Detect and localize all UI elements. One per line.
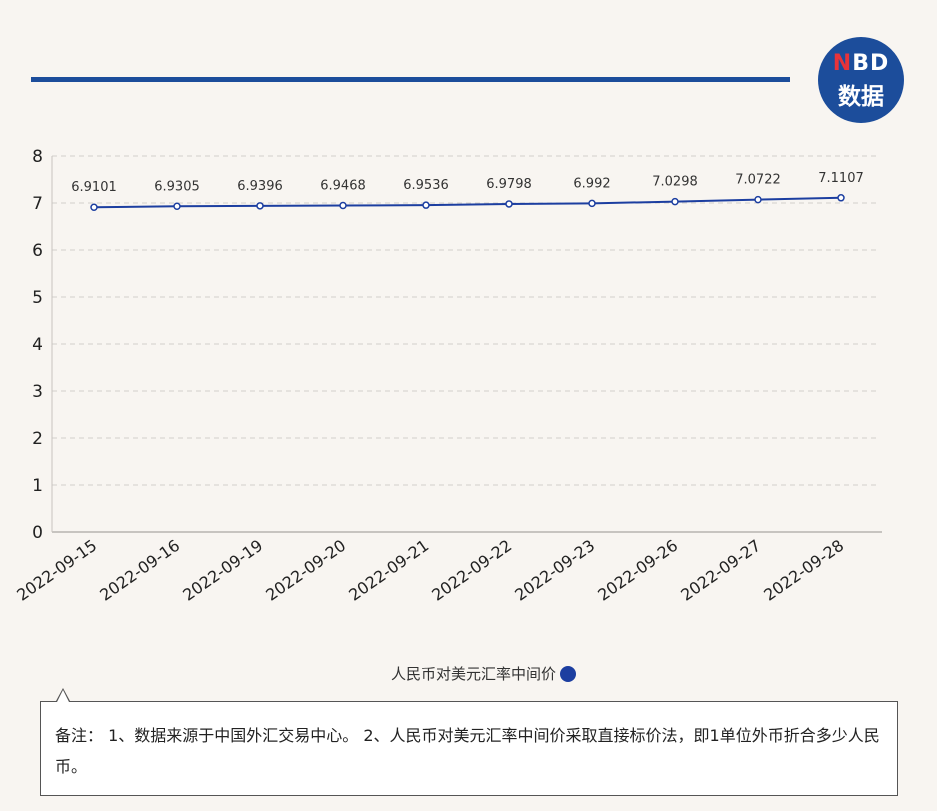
y-tick-label: 6 [32,241,43,261]
y-tick-label: 4 [32,335,43,355]
y-tick-label: 0 [32,523,43,543]
note-pointer-fill [57,690,69,702]
chart-axes [51,156,882,533]
data-point [339,201,347,210]
y-tick-label: 5 [32,288,43,308]
data-point [90,203,98,211]
chart-grid [52,155,880,486]
data-label: 6.9101 [71,180,117,195]
data-label: 6.9305 [154,179,200,194]
data-label: 6.9798 [486,177,532,192]
logo-text-data: 数据 [838,84,884,110]
x-tick-label: 2022-09-21 [345,536,432,605]
data-label: 7.0722 [735,173,781,188]
y-tick-label: 2 [32,429,43,449]
series-line-path [93,196,842,209]
data-label: 6.9396 [237,179,283,194]
x-tick-label: 2022-09-15 [13,536,100,605]
data-label: 6.992 [573,176,610,191]
note-box: 备注： 1、数据来源于中国外汇交易中心。 2、人民币对美元汇率中间价采取直接标价… [40,701,898,796]
data-point [588,199,596,208]
legend-marker [560,666,576,682]
x-tick-label: 2022-09-27 [677,536,764,605]
x-tick-label: 2022-09-23 [511,536,598,605]
x-tick-label: 2022-09-16 [96,536,183,605]
data-point [837,194,845,202]
data-label: 6.9468 [320,179,366,194]
y-tick-label: 8 [32,147,43,167]
x-tick-label: 2022-09-22 [428,536,515,605]
x-axis-labels: 2022-09-152022-09-162022-09-192022-09-20… [13,536,847,605]
y-tick-label: 3 [32,382,43,402]
x-tick-label: 2022-09-28 [760,536,847,605]
logo-text-nbd: NBD [832,51,890,76]
legend-label: 人民币对美元汇率中间价 [390,665,556,683]
x-tick-label: 2022-09-19 [179,536,266,605]
x-tick-label: 2022-09-20 [262,536,349,605]
data-point [173,202,181,211]
x-tick-label: 2022-09-26 [594,536,681,605]
data-label: 6.9536 [403,178,449,193]
data-point [505,200,513,208]
data-point [671,197,679,206]
data-label: 7.1107 [818,171,864,186]
line-chart: 0 1 2 3 4 5 6 7 8 2022-09-152022-09-162022-09-19… [13,147,882,605]
y-axis-labels: 0 1 2 3 4 5 6 7 8 [32,147,43,543]
data-point [256,202,264,210]
y-tick-label: 7 [32,194,43,214]
data-point [422,201,430,209]
note-text: 备注： 1、数据来源于中国外汇交易中心。 2、人民币对美元汇率中间价采取直接标价… [55,726,880,776]
data-label: 7.0298 [652,175,698,190]
nbd-logo: NBD 数据 [818,37,904,123]
legend[interactable]: 人民币对美元汇率中间价 [0,663,937,684]
series-line [93,196,842,209]
series-points [90,194,845,211]
y-tick-label: 1 [32,476,43,496]
header-rule [31,77,790,82]
data-point [754,195,762,204]
data-labels: 6.9101 6.9305 6.9396 6.9468 6.9536 6.9798 6.99… [71,171,864,195]
